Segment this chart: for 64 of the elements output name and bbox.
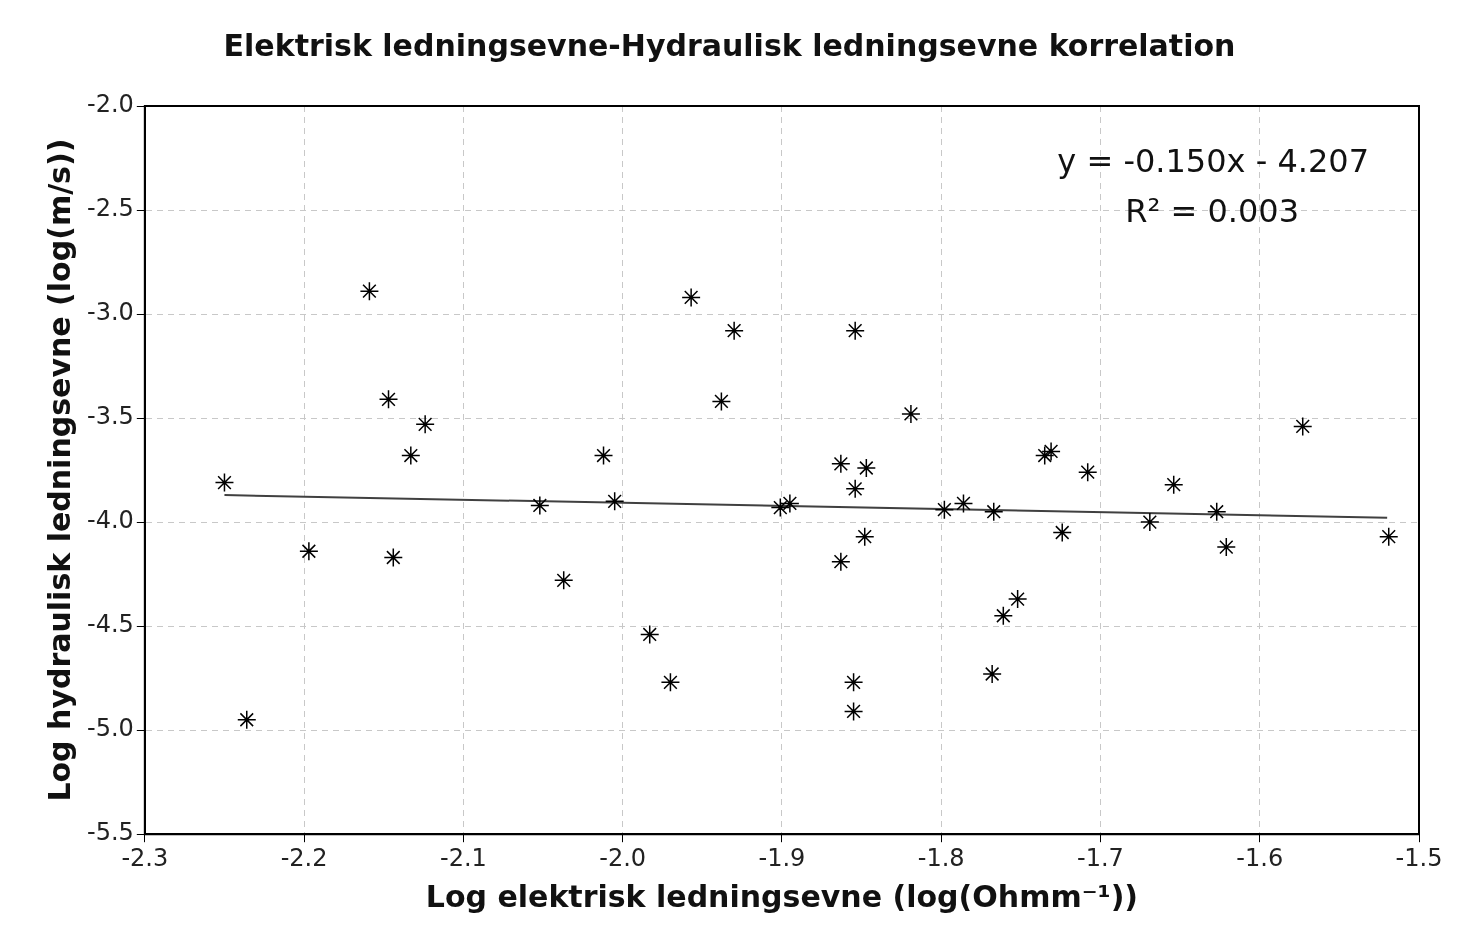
- point: [359, 281, 380, 301]
- point: [1034, 445, 1055, 466]
- x-tick-label: -1.8: [917, 843, 965, 872]
- point: [854, 526, 875, 547]
- point: [845, 320, 865, 341]
- x-tick-label: -1.5: [1395, 843, 1443, 872]
- point: [843, 701, 864, 722]
- point: [780, 493, 800, 514]
- point: [1077, 462, 1098, 482]
- y-tick-label: -4.5: [87, 610, 134, 639]
- annotation: R² = 0.003: [1125, 192, 1299, 231]
- point: [681, 287, 701, 308]
- y-axis-title: Log hydraulisk ledningsevne (log(m/s)): [41, 138, 77, 802]
- y-tick-label: -2.0: [87, 90, 134, 119]
- point: [237, 710, 257, 730]
- point: [724, 320, 744, 341]
- point: [604, 491, 625, 512]
- point: [1140, 512, 1160, 532]
- point: [1007, 589, 1028, 609]
- point: [415, 414, 435, 435]
- point: [1052, 522, 1072, 543]
- point: [639, 624, 660, 645]
- point: [843, 672, 864, 693]
- point: [378, 389, 399, 410]
- point: [553, 570, 574, 591]
- point: [770, 497, 791, 518]
- point: [383, 547, 404, 568]
- point: [660, 672, 681, 693]
- x-axis-title: Log elektrisk ledningsevne (log(Ohmm⁻¹)): [425, 878, 1139, 914]
- x-tick-label: -1.7: [1077, 843, 1124, 872]
- point: [856, 458, 877, 478]
- point: [845, 479, 865, 499]
- point: [299, 541, 319, 561]
- x-tick-label: -2.1: [439, 843, 487, 872]
- annotation: y = -0.150x - 4.207: [1057, 142, 1369, 181]
- point: [1206, 501, 1227, 522]
- point: [1378, 526, 1399, 547]
- point: [831, 454, 851, 474]
- point: [953, 493, 974, 514]
- y-tick-label: -5.0: [87, 714, 134, 743]
- point: [1292, 416, 1313, 437]
- x-tick-label: -2.2: [280, 843, 328, 872]
- point: [982, 664, 1002, 684]
- y-tick-label: -2.5: [87, 194, 134, 223]
- point: [984, 501, 1004, 522]
- point: [831, 551, 851, 572]
- point: [901, 404, 921, 424]
- point: [214, 472, 235, 493]
- point: [530, 495, 550, 516]
- y-tick-label: -3.5: [87, 402, 134, 431]
- x-tick-label: -2.0: [599, 843, 647, 872]
- point: [593, 445, 614, 466]
- x-tick-label: -1.6: [1236, 843, 1284, 872]
- chart-title: Elektrisk ledningsevne-Hydraulisk ledningsevne korrelation: [223, 27, 1236, 63]
- point: [711, 391, 732, 412]
- x-tick-label: -1.9: [758, 843, 806, 872]
- point: [1163, 474, 1184, 495]
- y-tick-label: -3.0: [87, 298, 134, 327]
- point: [401, 445, 421, 466]
- point: [1216, 537, 1237, 557]
- point: [993, 605, 1014, 626]
- point: [1041, 441, 1061, 462]
- point: [934, 499, 955, 520]
- y-tick-label: -4.0: [87, 506, 134, 535]
